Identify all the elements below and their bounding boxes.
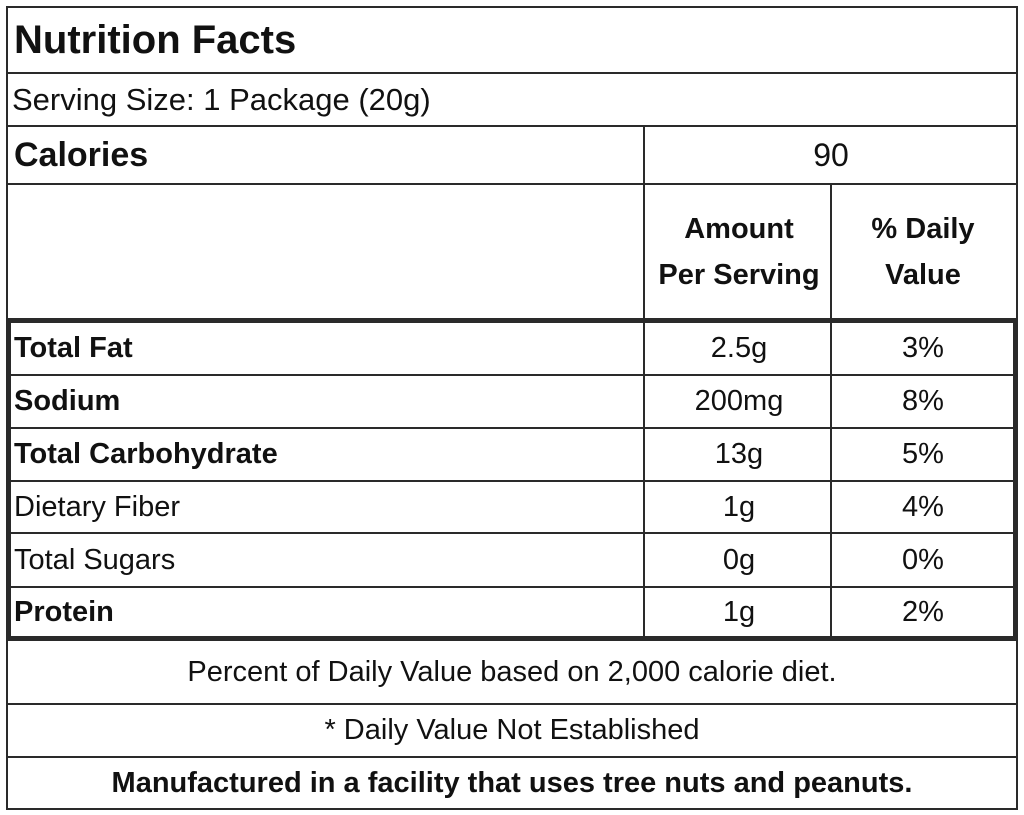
serving-size-row: Serving Size: 1 Package (20g) <box>6 74 1018 125</box>
calories-label: Calories <box>14 135 149 174</box>
nutrient-amount: 13g <box>714 438 764 470</box>
nutrient-row-total-sugars: Total Sugars 0g 0% <box>6 534 1018 586</box>
not-established-row: * Daily Value Not Established <box>6 705 1018 756</box>
nutrient-box-top <box>6 318 1018 323</box>
nutrient-amount: 1g <box>722 595 756 628</box>
nutrient-daily-value: 8% <box>902 385 944 417</box>
nutrient-row-total-fat: Total Fat 2.5g 3% <box>6 323 1018 374</box>
border-top <box>6 6 1018 8</box>
nutrient-name: Total Fat <box>14 332 133 364</box>
row-divider <box>6 586 1018 588</box>
calories-row: Calories 90 <box>6 127 1018 183</box>
column-header-row: Amount Per Serving % Daily Value <box>6 185 1018 318</box>
dv-header-line2: Value <box>885 258 961 291</box>
label-title: Nutrition Facts <box>14 17 297 62</box>
border-bottom <box>6 808 1018 810</box>
row-divider <box>6 480 1018 482</box>
row-divider <box>6 374 1018 376</box>
nutrient-amount: 1g <box>722 490 756 523</box>
divider <box>6 125 1018 127</box>
nutrient-name: Protein <box>14 595 114 628</box>
amount-header-line2: Per Serving <box>658 258 820 291</box>
nutrient-name: Sodium <box>14 385 121 417</box>
allergen-row: Manufactured in a facility that uses tre… <box>6 758 1018 808</box>
nutrient-amount: 2.5g <box>710 332 768 364</box>
nutrient-amount: 0g <box>722 543 756 576</box>
nutrient-row-total-carbohydrate: Total Carbohydrate 13g 5% <box>6 429 1018 480</box>
title-row: Nutrition Facts <box>6 8 1018 72</box>
column-divider <box>643 125 645 639</box>
divider <box>6 183 1018 185</box>
row-divider <box>6 532 1018 534</box>
nutrient-row-sodium: Sodium 200mg 8% <box>6 376 1018 427</box>
daily-value-basis-note: Percent of Daily Value based on 2,000 ca… <box>187 655 837 688</box>
nutrient-daily-value: 4% <box>902 490 944 523</box>
nutrient-row-dietary-fiber: Dietary Fiber 1g 4% <box>6 482 1018 532</box>
nutrient-daily-value: 3% <box>902 332 944 364</box>
daily-value-basis-row: Percent of Daily Value based on 2,000 ca… <box>6 641 1018 703</box>
nutrient-row-protein: Protein 1g 2% <box>6 588 1018 636</box>
amount-per-serving-header: Amount Per Serving <box>646 185 832 318</box>
nutrient-daily-value: 5% <box>902 438 944 470</box>
divider <box>6 72 1018 74</box>
serving-size: Serving Size: 1 Package (20g) <box>12 81 431 117</box>
nutrient-box-left <box>6 318 11 641</box>
calories-value: 90 <box>813 136 849 173</box>
divider <box>6 703 1018 705</box>
not-established-note: * Daily Value Not Established <box>324 714 700 746</box>
nutrient-box-right <box>1013 318 1018 641</box>
row-divider <box>6 427 1018 429</box>
allergen-statement: Manufactured in a facility that uses tre… <box>111 766 913 799</box>
nutrient-daily-value: 2% <box>902 595 944 628</box>
nutrient-amount: 200mg <box>694 385 784 417</box>
nutrient-name: Dietary Fiber <box>14 490 180 523</box>
daily-value-header: % Daily Value <box>834 185 1012 318</box>
nutrient-box-bottom <box>6 636 1018 641</box>
nutrient-daily-value: 0% <box>902 543 944 576</box>
nutrient-name: Total Sugars <box>14 543 176 576</box>
nutrient-name: Total Carbohydrate <box>14 438 278 470</box>
dv-header-line1: % Daily <box>871 212 975 245</box>
amount-header-line1: Amount <box>684 212 794 245</box>
nutrition-facts-label: Nutrition Facts Serving Size: 1 Package … <box>6 6 1018 810</box>
divider <box>6 756 1018 758</box>
column-divider <box>830 183 832 639</box>
